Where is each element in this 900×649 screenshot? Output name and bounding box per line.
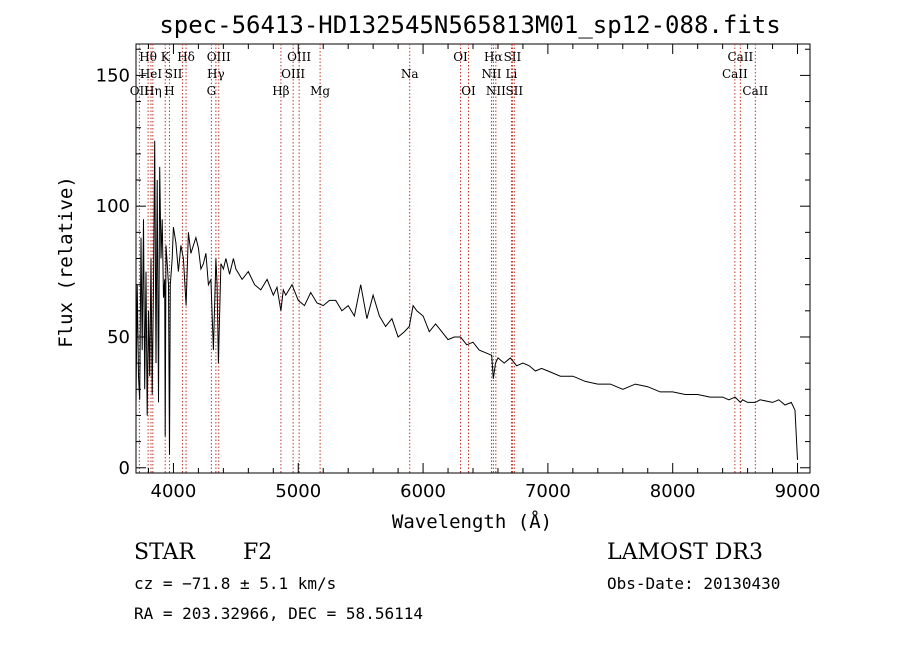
x-axis-label: Wavelength (Å) <box>392 510 552 533</box>
line-label-OIII-4363: OIII <box>207 50 231 64</box>
x-tick-label: 9000 <box>775 481 821 502</box>
y-axis-label: Flux (relative) <box>55 176 77 348</box>
y-tick-label: 100 <box>96 196 130 217</box>
x-tick-label: 8000 <box>650 481 696 502</box>
sky-coordinates: RA = 203.32966, DEC = 58.56114 <box>134 604 423 623</box>
line-label-Hβ: Hβ <box>272 84 289 98</box>
y-tick-label: 50 <box>107 327 130 348</box>
line-label-CaII-8542: CaII <box>727 50 753 64</box>
spectral-line-labels: Hθ OII HeI Hη K H SII Hδ G Hγ OIII Hβ OIII OIII Mg Na OI… <box>130 50 769 98</box>
line-label-K: K <box>161 50 171 64</box>
line-label-G: G <box>207 84 217 98</box>
spectrum-line <box>135 140 798 460</box>
line-label-Hα: Hα <box>484 50 503 64</box>
line-label-NII-6548: NII <box>481 67 501 81</box>
line-label-Hγ: Hγ <box>207 67 225 81</box>
line-label-Hθ: Hθ <box>139 50 157 64</box>
line-label-CaII-8498: CaII <box>722 67 748 81</box>
line-label-SII-6731: SII <box>505 84 523 98</box>
observation-date: Obs-Date: 20130430 <box>607 574 780 593</box>
object-subclass: F2 <box>243 540 272 565</box>
object-class: STAR <box>134 540 196 565</box>
line-label-HeI-3820: HeI <box>140 67 163 81</box>
axis-tick-labels: 4000 5000 6000 7000 8000 9000 0 50 100 150 <box>96 65 821 502</box>
line-label-CaII-8662: CaII <box>742 84 768 98</box>
line-label-SII-6716: SII <box>504 50 522 64</box>
line-label-Na: Na <box>401 67 419 81</box>
line-label-Hη: Hη <box>144 84 162 98</box>
line-label-SII-4072: SII <box>165 67 183 81</box>
x-tick-label: 4000 <box>151 481 197 502</box>
x-tick-label: 5000 <box>275 481 321 502</box>
line-label-Li: Li <box>506 67 518 81</box>
plot-frame <box>135 43 811 474</box>
spectral-line-markers <box>138 44 756 473</box>
x-tick-label: 7000 <box>525 481 571 502</box>
line-label-OIII-4959: OIII <box>281 67 305 81</box>
line-label-OI-6364: OI <box>461 84 476 98</box>
line-label-H: H <box>164 84 174 98</box>
line-label-Hδ: Hδ <box>177 50 195 64</box>
line-label-OI-6300: OI <box>453 50 468 64</box>
line-label-Mg: Mg <box>310 84 330 98</box>
line-label-OII: OII <box>130 84 150 98</box>
line-label-NII-6583: NII <box>486 84 506 98</box>
y-tick-label: 150 <box>96 65 130 86</box>
line-label-OIII-5007: OIII <box>287 50 311 64</box>
redshift-value: cz = −71.8 ± 5.1 km/s <box>134 574 336 593</box>
y-tick-label: 0 <box>119 458 130 479</box>
axis-ticks <box>136 44 810 473</box>
x-tick-label: 6000 <box>400 481 446 502</box>
survey-name: LAMOST DR3 <box>607 540 763 565</box>
chart-title: spec-56413-HD132545N565813M01_sp12-088.f… <box>159 11 780 39</box>
